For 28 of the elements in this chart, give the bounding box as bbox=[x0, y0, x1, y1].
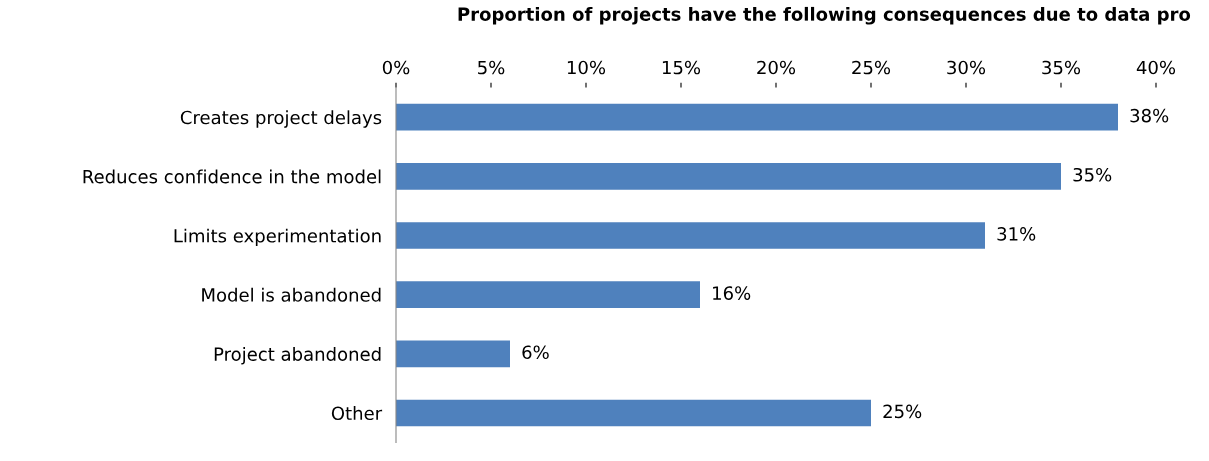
data-label: 31% bbox=[997, 227, 1036, 241]
x-tick-label: 10% bbox=[567, 60, 606, 75]
y-tick-label: Other bbox=[331, 406, 383, 421]
x-tick-label: 0% bbox=[382, 60, 410, 75]
chart-title: Proportion of projects have the following consequences due to data pro bbox=[458, 6, 1191, 25]
x-tick-label: 20% bbox=[757, 60, 796, 75]
y-tick-label: Limits experimentation bbox=[174, 228, 381, 247]
y-tick-label: Creates project delays bbox=[180, 110, 382, 128]
bar bbox=[396, 399, 871, 427]
y-tick-label: Reduces confidence in the model bbox=[83, 169, 381, 184]
bar bbox=[396, 222, 985, 249]
y-tick-label: Model is abandoned bbox=[202, 287, 381, 302]
x-tick-label: 35% bbox=[1042, 60, 1081, 75]
x-tick-label: 15% bbox=[662, 60, 701, 75]
data-label: 25% bbox=[883, 404, 922, 419]
bar bbox=[396, 103, 1118, 131]
bar bbox=[396, 163, 1061, 190]
x-tick-label: 40% bbox=[1136, 60, 1176, 75]
data-label: 35% bbox=[1073, 167, 1112, 182]
data-label: 6% bbox=[522, 345, 549, 360]
bar bbox=[396, 340, 510, 368]
x-tick-label: 25% bbox=[852, 60, 891, 75]
x-tick-label: 5% bbox=[478, 60, 505, 75]
data-label: 16% bbox=[713, 286, 751, 300]
bar bbox=[396, 281, 700, 308]
y-tick-label: Project abandoned bbox=[214, 346, 381, 365]
data-label: 38% bbox=[1130, 108, 1169, 123]
x-tick-label: 30% bbox=[947, 60, 986, 75]
